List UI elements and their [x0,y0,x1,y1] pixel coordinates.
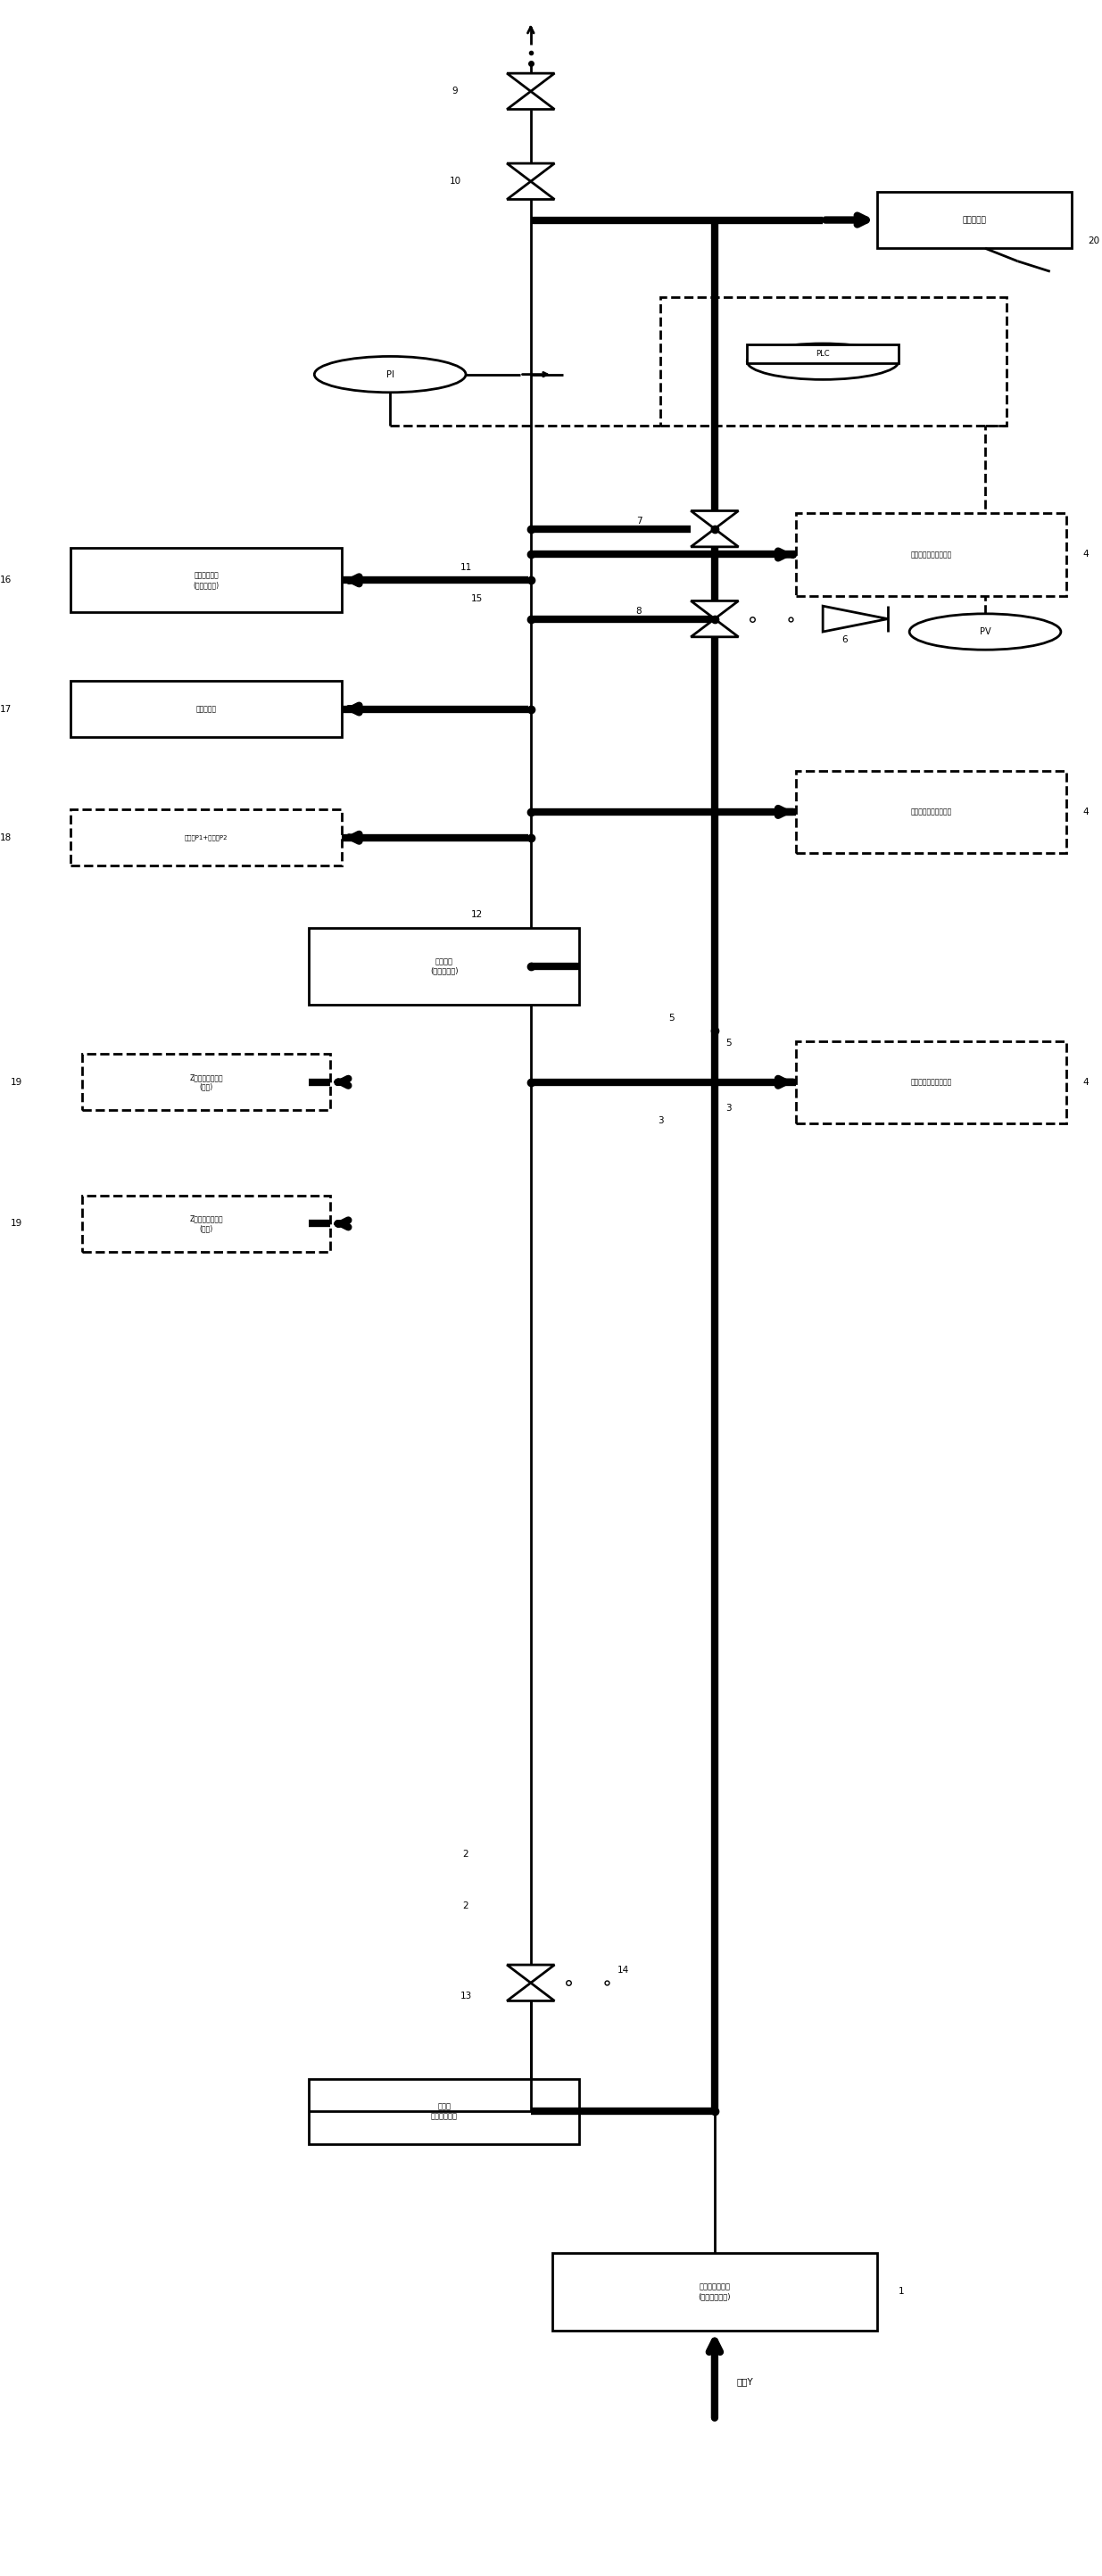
Circle shape [909,613,1061,649]
Bar [660,296,1007,425]
Circle shape [314,355,466,392]
Text: 18: 18 [0,832,12,842]
Text: 8: 8 [636,608,641,616]
Text: 3: 3 [725,1103,732,1113]
Text: PV: PV [980,629,991,636]
Text: 2: 2 [463,1901,468,1911]
Text: 4: 4 [1082,551,1089,559]
Text: 废气Y: 废气Y [736,2378,753,2385]
Text: 5: 5 [669,1012,674,1023]
Text: 废气补充装置
(火花检测器): 废气补充装置 (火花检测器) [193,572,219,590]
Text: 燃烧炉P1+燃烧炉P2: 燃烧炉P1+燃烧炉P2 [184,835,228,840]
Bar [552,2254,877,2331]
Bar [309,2079,580,2143]
Bar [71,809,342,866]
Text: 3: 3 [658,1115,663,1126]
Text: 9: 9 [452,88,458,95]
Polygon shape [507,1984,554,2002]
Polygon shape [691,528,738,546]
Text: 燃烧烂二次燃烧之废气: 燃烧烂二次燃烧之废气 [910,1079,952,1087]
Text: 2: 2 [463,1850,468,1860]
Text: 5: 5 [725,1038,732,1048]
Polygon shape [507,180,554,198]
Text: 14: 14 [617,1965,629,1973]
Text: 火灾防止器: 火灾防止器 [196,706,216,714]
Text: Z氧浓度检测装置
(废气): Z氧浓度检测装置 (废气) [190,1074,223,1090]
Text: 19: 19 [11,1077,23,1087]
Text: 7: 7 [636,518,641,526]
Bar [796,1041,1067,1123]
Text: 13: 13 [460,1991,472,1999]
Polygon shape [691,600,738,618]
Text: 17: 17 [0,703,12,714]
Text: Z氧浓度检测装置
(废气): Z氧浓度检测装置 (废气) [190,1216,223,1231]
Text: PLC: PLC [815,350,830,358]
Text: 20: 20 [1088,237,1100,245]
Polygon shape [507,162,554,180]
Text: 燃烧烂二次燃烧之废气: 燃烧烂二次燃烧之废气 [910,809,952,817]
Text: 11: 11 [460,564,472,572]
Text: 1: 1 [898,2287,905,2295]
Text: 15: 15 [471,595,483,603]
Bar [309,927,580,1005]
Text: 分流装置
(废气分配器): 分流装置 (废气分配器) [430,958,458,974]
Bar [747,345,898,363]
Text: 12: 12 [471,909,483,920]
Text: 4: 4 [1082,1077,1089,1087]
Polygon shape [823,605,888,631]
Polygon shape [507,90,554,108]
Polygon shape [507,1965,554,1984]
Bar [796,513,1067,595]
Text: 16: 16 [0,577,12,585]
Text: 光催化分解装置
(废气预处理器): 光催化分解装置 (废气预处理器) [699,2282,731,2300]
Bar [877,191,1071,247]
Text: 6: 6 [842,636,847,644]
Bar [71,549,342,613]
Bar [796,770,1067,853]
Text: 19: 19 [11,1218,23,1229]
Text: 4: 4 [1082,806,1089,817]
Text: 废液水处理: 废液水处理 [962,216,986,224]
Bar [82,1195,331,1252]
Circle shape [747,343,898,379]
Text: PLC: PLC [814,358,831,366]
Polygon shape [691,618,738,636]
Bar [71,680,342,737]
Text: 燃烧炉
补充燃料装置: 燃烧炉 补充燃料装置 [431,2102,457,2120]
Bar [82,1054,331,1110]
Text: 燃烧烂二次燃烧之废气: 燃烧烂二次燃烧之废气 [910,551,952,559]
Text: 10: 10 [450,178,461,185]
Text: PI: PI [386,371,395,379]
Polygon shape [691,510,738,528]
Polygon shape [507,72,554,90]
